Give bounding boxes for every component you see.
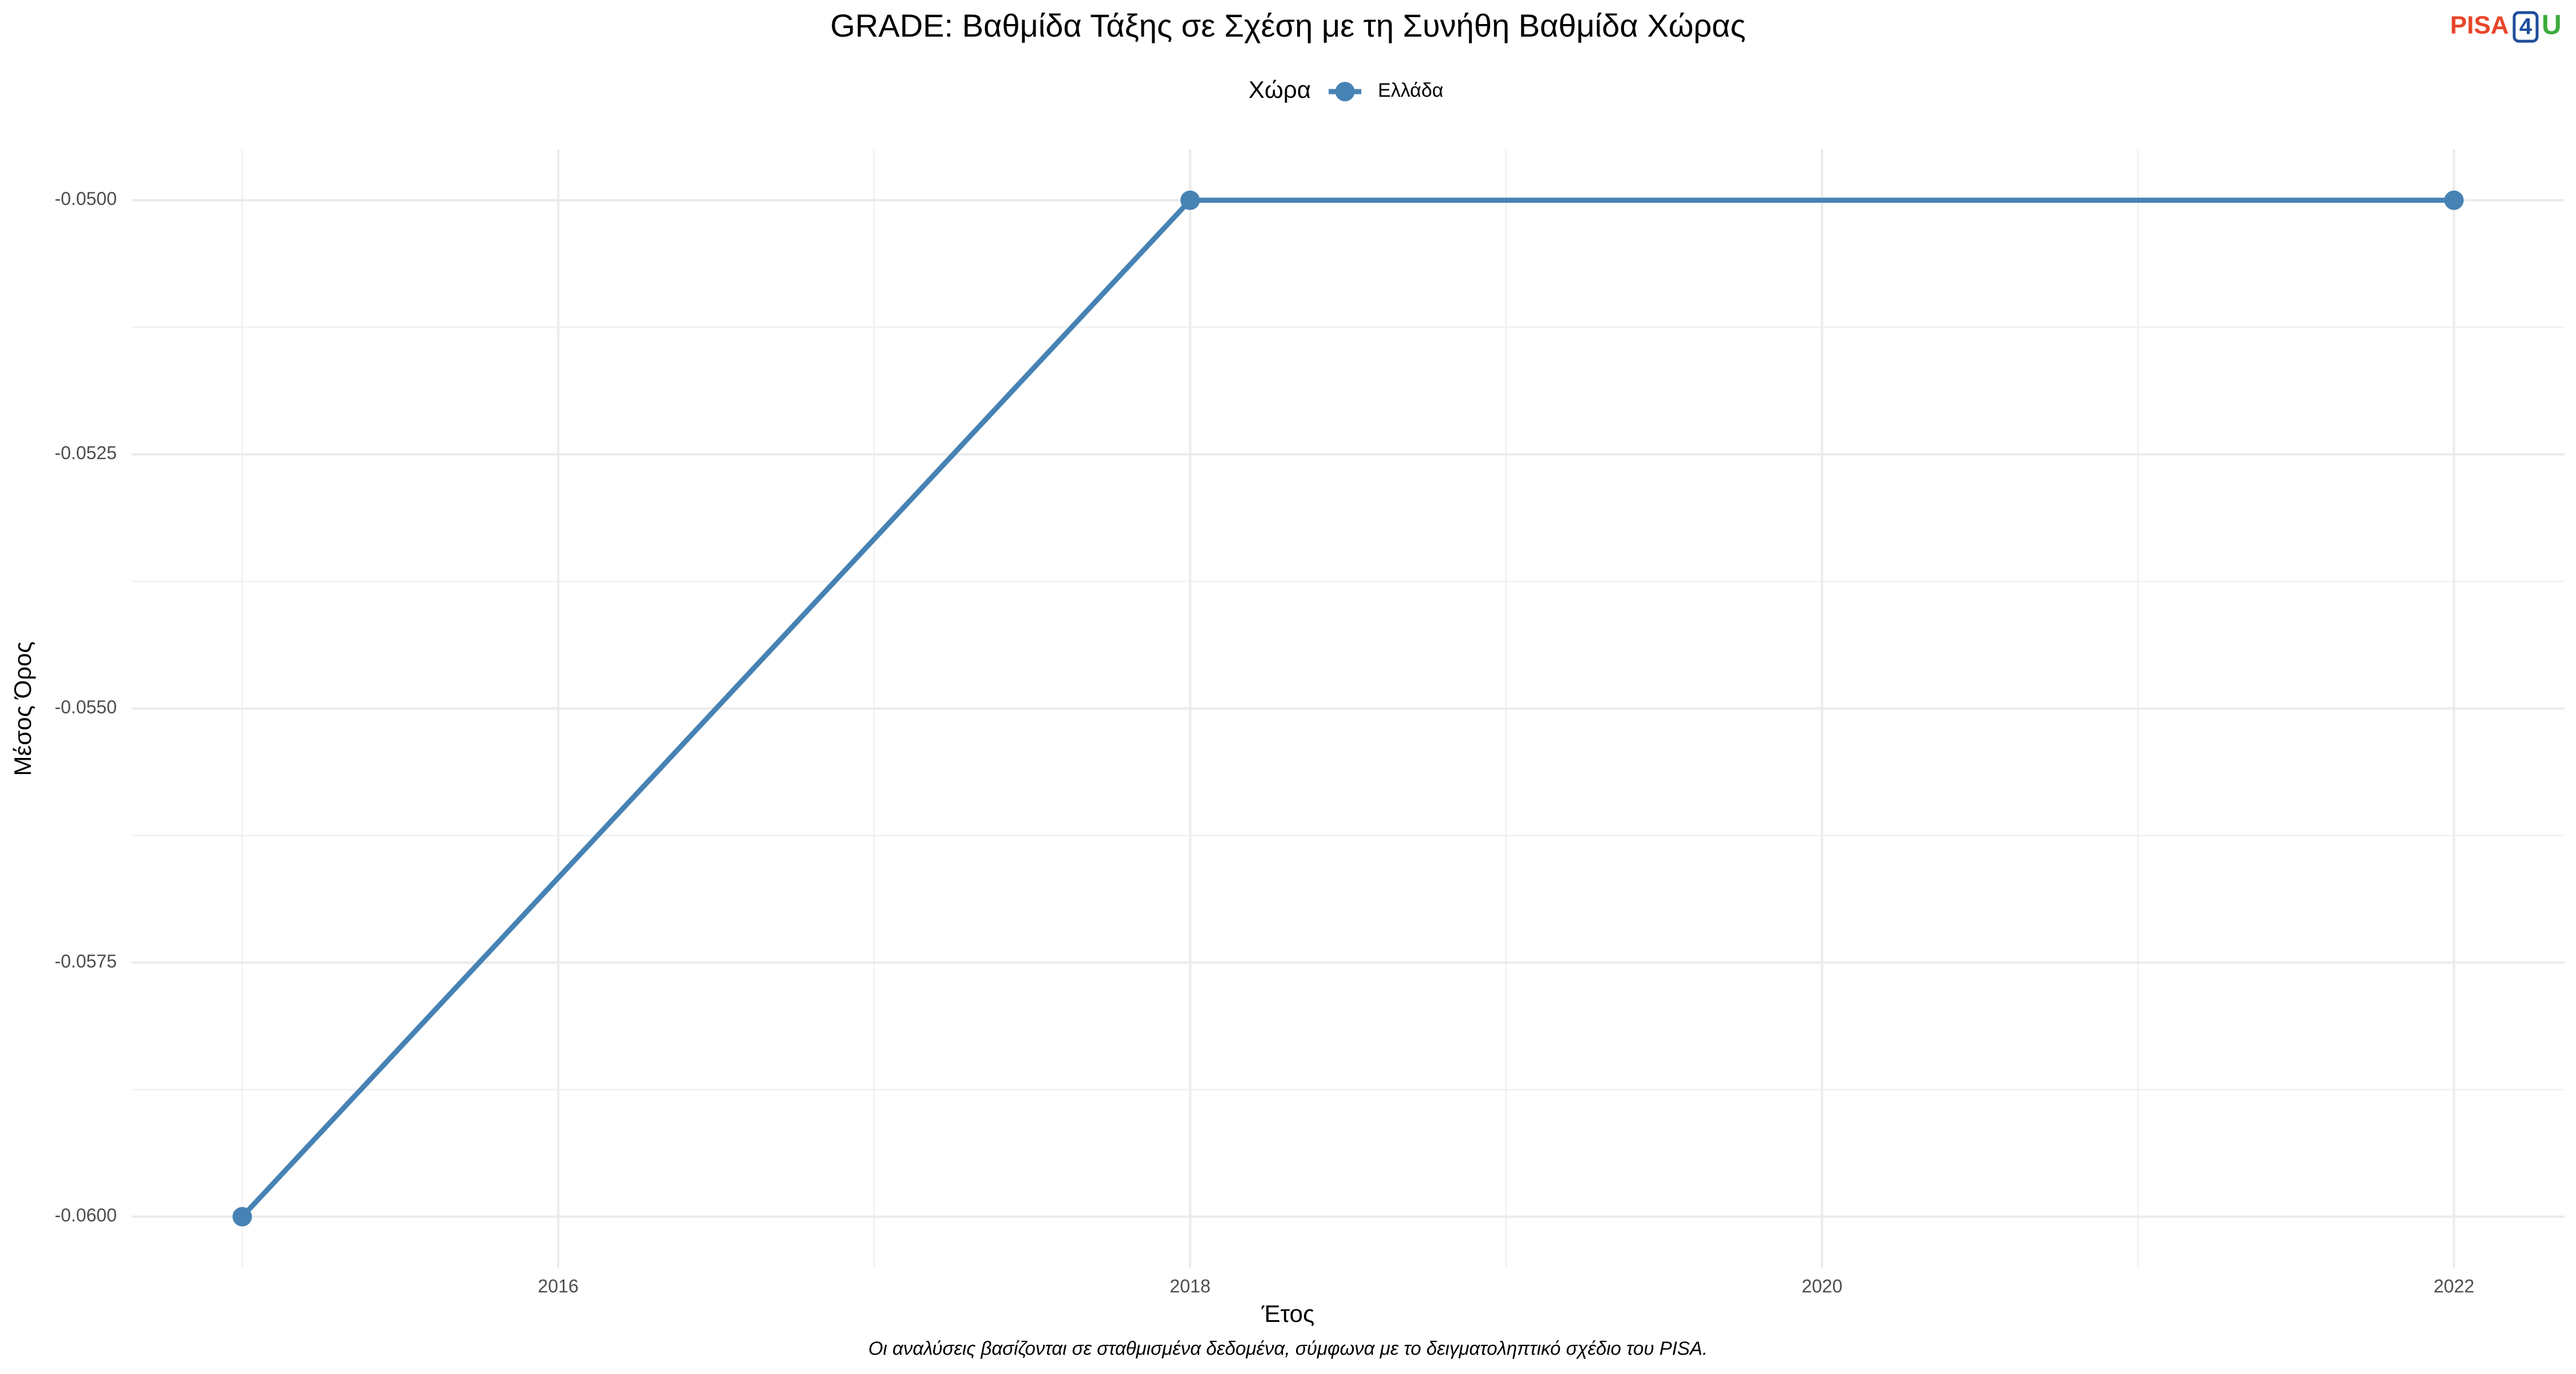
y-tick-label: -0.0500 <box>54 188 117 209</box>
x-tick-label: 2022 <box>2433 1276 2474 1296</box>
chart-title: GRADE: Βαθμίδα Τάξης σε Σχέση με τη Συνή… <box>830 7 1745 44</box>
y-tick-label: -0.0575 <box>54 951 117 972</box>
logo-text: U <box>2542 10 2562 41</box>
y-tick-label: -0.0550 <box>54 697 117 717</box>
legend-key-point <box>1335 82 1355 101</box>
caption: Οι αναλύσεις βασίζονται σε σταθμισμένα δ… <box>868 1338 1708 1359</box>
x-axis-title: Έτος <box>1261 1300 1315 1327</box>
data-point <box>232 1207 252 1227</box>
x-tick-label: 2016 <box>538 1276 579 1296</box>
x-tick-label: 2018 <box>1170 1276 1210 1296</box>
y-tick-label: -0.0600 <box>54 1205 117 1226</box>
legend-label: Ελλάδα <box>1378 80 1443 101</box>
legend-title: Χώρα <box>1249 76 1311 103</box>
logo-text: 4 <box>2519 14 2532 40</box>
y-axis-title: Μέσος Όρος <box>9 642 36 776</box>
logo-text: PISA <box>2450 11 2509 40</box>
y-tick-label: -0.0525 <box>54 443 117 463</box>
data-point <box>2444 190 2464 210</box>
logo-box <box>2512 11 2539 43</box>
x-tick-label: 2020 <box>1801 1276 1842 1296</box>
data-point <box>1180 190 1200 210</box>
